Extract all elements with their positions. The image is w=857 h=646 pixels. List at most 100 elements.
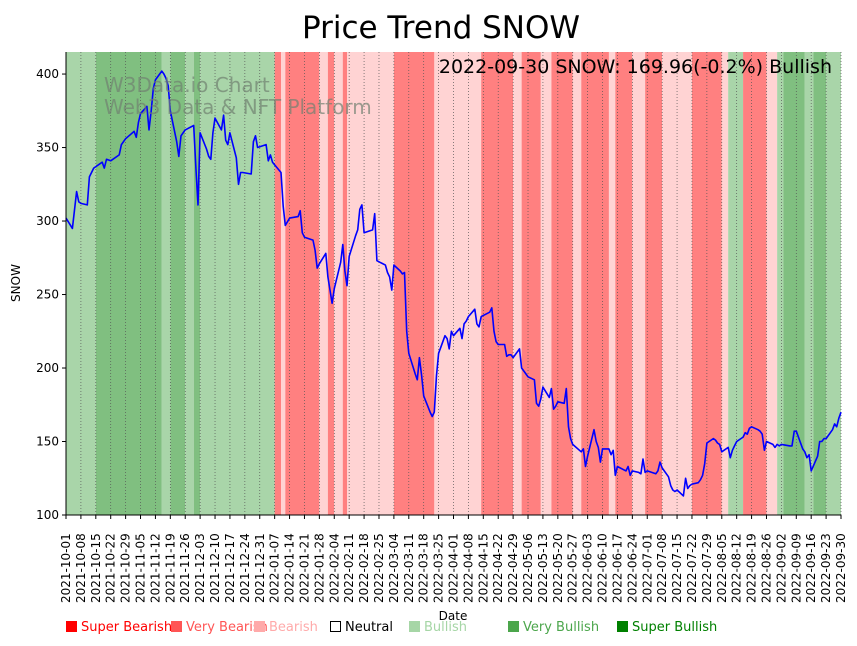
x-tick-label: 2022-06-24: [625, 533, 639, 603]
y-axis-label: SNOW: [9, 264, 23, 302]
legend-swatch: [330, 621, 341, 632]
regime-band: [521, 52, 541, 515]
regime-band: [804, 52, 814, 515]
x-tick-label: 2022-01-14: [283, 533, 297, 603]
x-tick-label: 2022-06-10: [596, 533, 610, 603]
x-tick-label: 2022-02-18: [357, 533, 371, 603]
regime-bands: [66, 52, 841, 515]
x-tick-label: 2021-11-19: [163, 533, 177, 603]
x-tick-label: 2022-04-29: [506, 533, 520, 603]
y-tick-label: 150: [36, 435, 59, 449]
x-tick-label: 2021-10-01: [59, 533, 73, 603]
legend-item: Neutral: [330, 620, 393, 635]
x-tick-label: 2022-07-15: [670, 533, 684, 603]
watermark-line-2: Web3 Data & NFT Platform: [104, 95, 372, 119]
y-tick-label: 250: [36, 288, 59, 302]
x-tick-label: 2022-04-22: [491, 533, 505, 603]
x-tick-label: 2022-07-01: [640, 533, 654, 603]
x-tick-label: 2022-09-02: [774, 533, 788, 603]
regime-band: [513, 52, 522, 515]
regime-band: [481, 52, 514, 515]
regime-band: [327, 52, 335, 515]
x-tick-label: 2021-12-31: [253, 533, 267, 603]
regime-band: [783, 52, 805, 515]
x-tick-label: 2022-08-19: [745, 533, 759, 603]
x-tick-label: 2022-07-29: [700, 533, 714, 603]
x-tick-label: 2022-05-13: [536, 533, 550, 603]
regime-band: [319, 52, 328, 515]
legend-label: Bullish: [424, 620, 468, 635]
x-tick-label: 2021-11-12: [148, 533, 162, 603]
x-tick-label: 2022-04-15: [476, 533, 490, 603]
x-tick-label: 2021-12-24: [238, 533, 252, 603]
x-tick-label: 2021-10-29: [119, 533, 133, 603]
regime-band: [185, 52, 194, 515]
regime-band: [581, 52, 609, 515]
x-tick-label: 2022-01-21: [298, 533, 312, 603]
y-tick-label: 300: [36, 214, 59, 228]
x-tick-label: 2022-09-23: [819, 533, 833, 603]
legend-swatch: [508, 621, 519, 632]
legend-label: Super Bearish: [81, 620, 173, 635]
legend-item: Super Bearish: [66, 620, 172, 635]
x-tick-label: 2022-09-30: [834, 533, 848, 603]
x-tick-label: 2022-02-11: [342, 533, 356, 603]
x-tick-label: 2022-06-03: [581, 533, 595, 603]
legend-swatch: [254, 621, 265, 632]
x-tick-label: 2022-08-12: [730, 533, 744, 603]
vertical-gridlines: [65, 52, 842, 515]
regime-band: [161, 52, 171, 515]
x-tick-label: 2021-12-17: [223, 533, 237, 603]
x-tick-label: 2022-03-25: [432, 533, 446, 603]
x-tick-label: 2022-03-18: [417, 533, 431, 603]
x-tick-label: 2021-12-03: [193, 533, 207, 603]
regime-band: [632, 52, 646, 515]
x-tick-label: 2022-02-04: [327, 533, 341, 603]
x-axis-label: Date: [439, 609, 468, 620]
regime-band: [393, 52, 435, 515]
legend-item: Super Bullish: [617, 620, 717, 635]
y-axis-ticks: 100 150 200 250 300 350 400: [36, 67, 66, 522]
regime-band: [721, 52, 729, 515]
regime-band: [572, 52, 582, 515]
regime-band: [285, 52, 320, 515]
x-tick-label: 2022-09-16: [804, 533, 818, 603]
x-tick-label: 2022-07-08: [655, 533, 669, 603]
legend-item: Very Bullish: [508, 620, 599, 635]
regime-band: [540, 52, 552, 515]
x-tick-label: 2022-05-27: [566, 533, 580, 603]
price-line: [65, 70, 842, 497]
regime-band: [281, 52, 286, 515]
x-tick-label: 2022-05-06: [521, 533, 535, 603]
legend-swatch: [409, 621, 420, 632]
regime-band: [200, 52, 275, 515]
regime-band: [615, 52, 633, 515]
regime-band: [608, 52, 616, 515]
regime-band: [342, 52, 348, 515]
x-tick-label: 2022-01-07: [268, 533, 282, 603]
x-tick-label: 2022-02-25: [372, 533, 386, 603]
legend: Super Bearish Very Bearish Bearish Neutral B…: [0, 620, 857, 640]
watermark-line-1: W3Data.io Chart: [104, 73, 270, 97]
regime-band: [777, 52, 784, 515]
regime-band: [95, 52, 162, 515]
regime-band: [170, 52, 186, 515]
y-tick-label: 100: [36, 508, 59, 522]
y-tick-label: 350: [36, 141, 59, 155]
x-tick-label: 2022-07-22: [685, 533, 699, 603]
y-tick-label: 200: [36, 361, 59, 375]
regime-band: [193, 52, 201, 515]
legend-swatch: [171, 621, 182, 632]
regime-band: [645, 52, 663, 515]
regime-band: [728, 52, 744, 515]
legend-label: Super Bullish: [632, 620, 718, 635]
x-tick-label: 2022-05-20: [551, 533, 565, 603]
regime-band: [347, 52, 394, 515]
x-tick-label: 2021-10-08: [74, 533, 88, 603]
legend-item: Bearish: [254, 620, 318, 635]
legend-swatch: [66, 621, 77, 632]
regime-band: [826, 52, 841, 515]
x-axis-ticks: 2021-10-01 2021-10-08 2021-10-15 2021-10-22…: [59, 515, 848, 603]
regime-band: [434, 52, 482, 515]
legend-label: Bearish: [269, 620, 318, 635]
